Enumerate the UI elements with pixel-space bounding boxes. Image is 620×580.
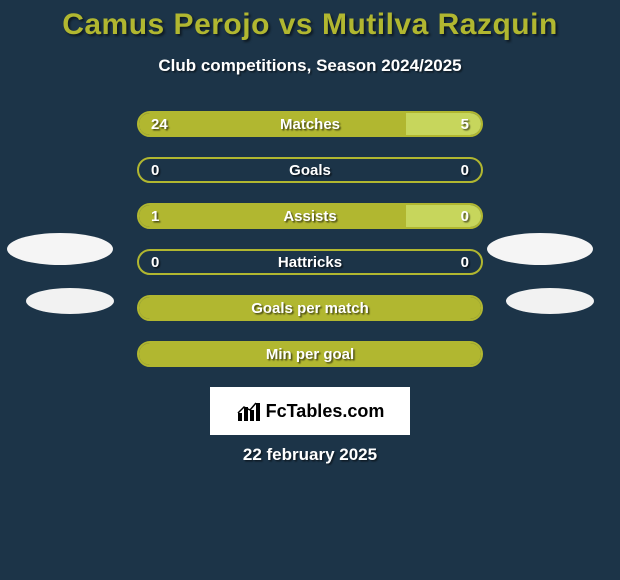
- branding-box: FcTables.com: [210, 387, 410, 435]
- stat-row: 0 0Goals: [137, 157, 483, 183]
- stat-fill-left: [139, 297, 481, 319]
- stat-row: Goals per match: [137, 295, 483, 321]
- date-line: 22 february 2025: [0, 445, 620, 465]
- stat-value-left: 1: [151, 205, 159, 227]
- player-photo-right-top: [487, 233, 593, 265]
- stat-fill-left: [139, 205, 406, 227]
- stat-label: Goals: [139, 159, 481, 181]
- stat-row: 0 0Hattricks: [137, 249, 483, 275]
- stat-value-left: 0: [151, 159, 159, 181]
- stat-value-right: 5: [461, 113, 469, 135]
- stat-row: 10Assists: [137, 203, 483, 229]
- stat-value-right: 0: [461, 205, 469, 227]
- stat-value-left: 0: [151, 251, 159, 273]
- subtitle: Club competitions, Season 2024/2025: [0, 56, 620, 76]
- stats-area: 245Matches00Goals10Assists00HattricksGoa…: [0, 111, 620, 367]
- stat-row: Min per goal: [137, 341, 483, 367]
- stat-value-left: 24: [151, 113, 168, 135]
- branding-label: FcTables.com: [266, 401, 385, 422]
- player-photo-left-bottom: [26, 288, 114, 314]
- stat-value-right: 0: [461, 159, 469, 181]
- stat-fill-left: [139, 113, 406, 135]
- stat-fill-right: [406, 113, 481, 135]
- comparison-infographic: Camus Perojo vs Mutilva Razquin Club com…: [0, 0, 620, 580]
- stat-label: Hattricks: [139, 251, 481, 273]
- stat-fill-left: [139, 343, 481, 365]
- stat-fill-right: [406, 205, 481, 227]
- stat-value-right: 0: [461, 251, 469, 273]
- stat-row: 245Matches: [137, 111, 483, 137]
- player-photo-right-bottom: [506, 288, 594, 314]
- page-title: Camus Perojo vs Mutilva Razquin: [0, 8, 620, 42]
- player-photo-left-top: [7, 233, 113, 265]
- bars-icon: [236, 399, 262, 423]
